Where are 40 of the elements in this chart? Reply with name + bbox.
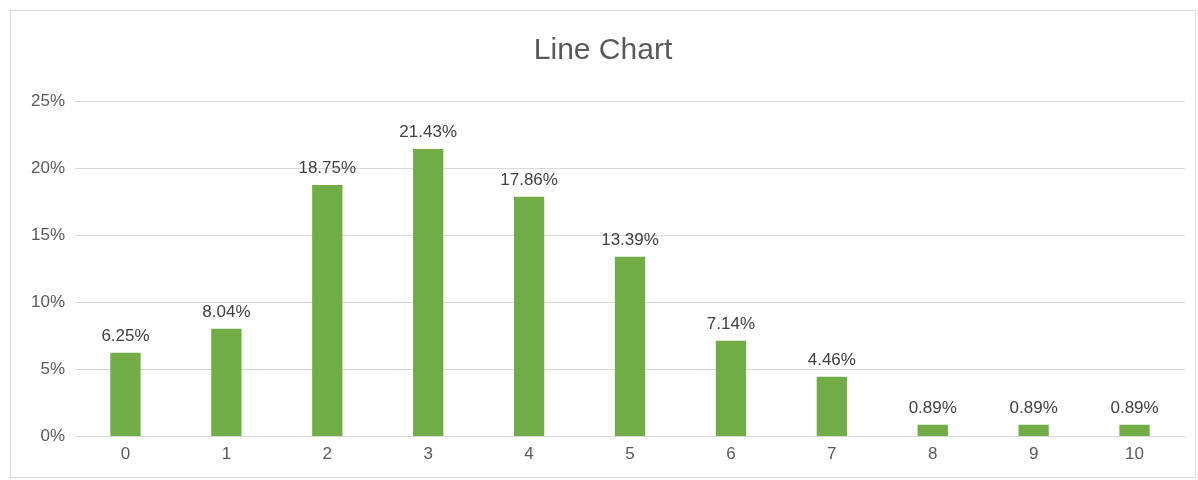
y-tick-label: 10% bbox=[30, 292, 66, 312]
bar bbox=[513, 196, 545, 437]
y-tick-label: 20% bbox=[30, 157, 66, 177]
bar bbox=[312, 184, 343, 437]
x-tick-label: 2 bbox=[322, 444, 333, 464]
bar bbox=[816, 376, 847, 437]
bar bbox=[110, 352, 141, 437]
data-label: 0.89% bbox=[1110, 397, 1159, 417]
bar bbox=[917, 424, 948, 437]
y-tick-label: 15% bbox=[30, 224, 66, 244]
bar bbox=[413, 148, 444, 437]
data-label: 6.25% bbox=[101, 325, 150, 345]
data-label: 0.89% bbox=[908, 397, 957, 417]
y-tick-label: 25% bbox=[30, 90, 66, 110]
x-tick-label: 5 bbox=[625, 444, 635, 464]
data-label: 17.86% bbox=[500, 170, 558, 190]
data-label: 21.43% bbox=[399, 122, 458, 142]
x-tick-label: 4 bbox=[524, 444, 534, 464]
x-tick-label: 3 bbox=[423, 444, 433, 464]
data-label: 18.75% bbox=[298, 158, 357, 178]
data-label: 4.46% bbox=[807, 349, 856, 369]
y-tick-label: 0% bbox=[40, 426, 66, 446]
data-label: 13.39% bbox=[601, 230, 659, 250]
x-tick-label: 10 bbox=[1125, 444, 1145, 464]
bar bbox=[614, 256, 646, 437]
y-tick-label: 5% bbox=[40, 359, 66, 379]
bar bbox=[211, 328, 242, 437]
x-tick-label: 0 bbox=[120, 444, 131, 464]
data-label: 8.04% bbox=[202, 301, 251, 321]
x-tick-label: 6 bbox=[726, 444, 736, 464]
bar bbox=[1119, 424, 1150, 437]
x-tick-label: 9 bbox=[1028, 444, 1039, 464]
chart-title: Line Chart bbox=[533, 32, 673, 66]
x-tick-label: 1 bbox=[221, 444, 232, 464]
data-label: 7.14% bbox=[706, 313, 756, 333]
bar bbox=[715, 340, 747, 437]
x-tick-label: 8 bbox=[928, 444, 938, 464]
x-tick-label: 7 bbox=[827, 444, 837, 464]
bar bbox=[1018, 424, 1049, 437]
data-label: 0.89% bbox=[1009, 397, 1058, 417]
